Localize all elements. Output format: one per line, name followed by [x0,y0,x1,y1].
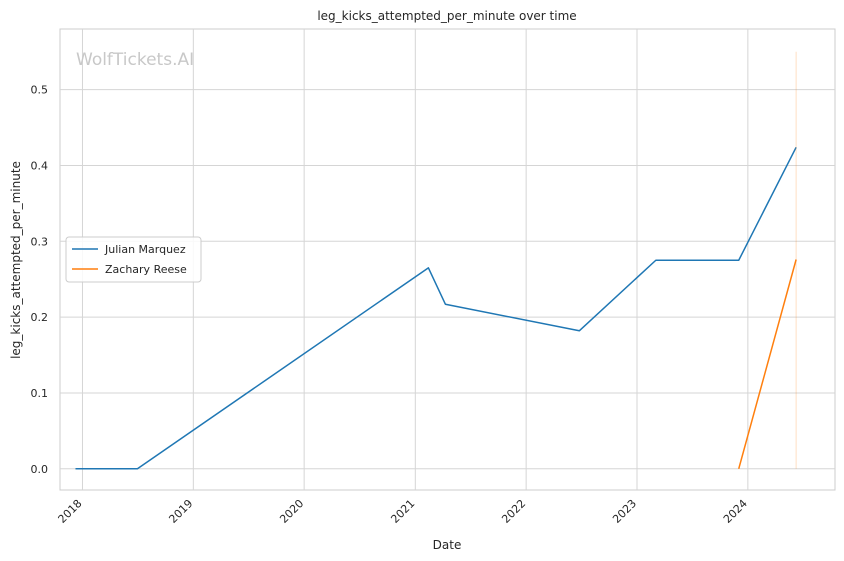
y-tick-label: 0.0 [31,463,49,476]
y-tick-label: 0.4 [31,159,49,172]
legend-box [65,236,202,283]
y-tick-label: 0.5 [31,84,49,97]
y-axis-label: leg_kicks_attempted_per_minute [9,161,23,359]
x-axis-label: Date [433,538,462,552]
legend-label-julian-marquez: Julian Marquez [104,243,186,256]
series-line-zachary-reese [738,259,797,469]
y-tick-label: 0.1 [31,387,49,400]
y-tick-label: 0.2 [31,311,49,324]
watermark-text: WolfTickets.AI [76,50,194,70]
legend: Julian Marquez Zachary Reese [65,236,202,283]
chart-title: leg_kicks_attempted_per_minute over time [317,9,576,23]
legend-label-zachary-reese: Zachary Reese [105,263,187,276]
series-layer [75,146,797,470]
y-axis-ticks: 0.0 0.1 0.2 0.3 0.4 0.5 [31,84,49,476]
series-line-julian-marquez [75,146,797,470]
y-tick-label: 0.3 [31,235,49,248]
